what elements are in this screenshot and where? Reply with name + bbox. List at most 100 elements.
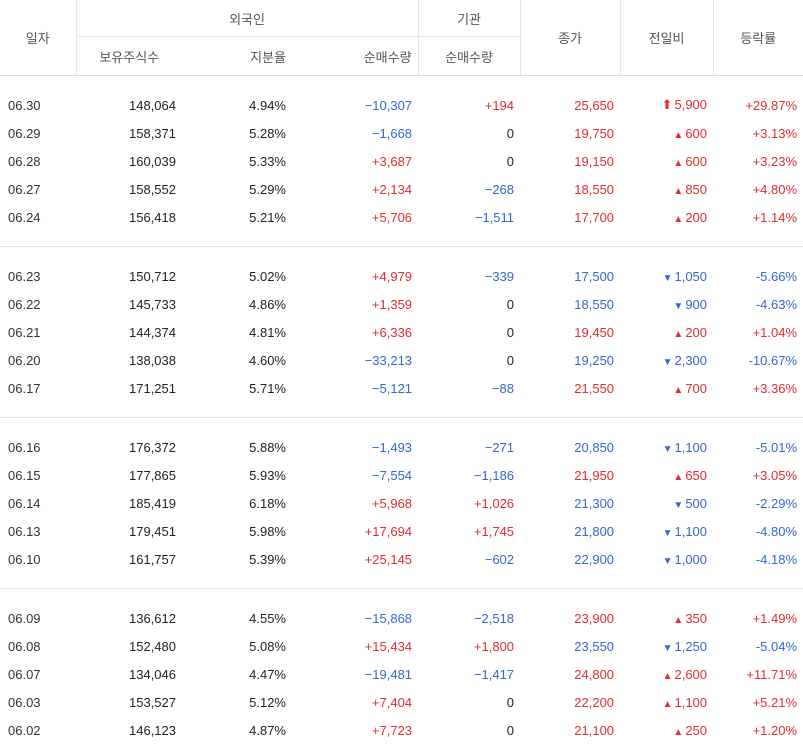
holdings-header: 보유주식수 xyxy=(76,37,182,76)
inst-net-cell: 0 xyxy=(418,290,520,318)
inst-net-cell: −602 xyxy=(418,545,520,573)
foreign-net-cell: +2,134 xyxy=(292,175,418,203)
change-value: 850 xyxy=(685,182,707,197)
change-value: 200 xyxy=(685,210,707,225)
date-cell: 06.13 xyxy=(0,517,76,545)
rate-cell: +5.21% xyxy=(713,688,803,716)
change-cell: ▲200 xyxy=(620,203,713,231)
holdings-cell: 134,046 xyxy=(76,660,182,688)
holdings-cell: 156,418 xyxy=(76,203,182,231)
inst-net-cell: 0 xyxy=(418,119,520,147)
inst-net-cell: +1,800 xyxy=(418,632,520,660)
ratio-cell: 4.81% xyxy=(182,318,292,346)
change-value: 1,250 xyxy=(674,639,707,654)
change-value: 2,600 xyxy=(674,667,707,682)
down-triangle-icon: ▼ xyxy=(663,528,673,539)
inst-net-cell: −1,186 xyxy=(418,461,520,489)
row-spacer xyxy=(0,589,803,604)
down-triangle-icon: ▼ xyxy=(663,444,673,455)
holdings-cell: 150,712 xyxy=(76,262,182,290)
change-value: 700 xyxy=(685,381,707,396)
up-triangle-icon: ▲ xyxy=(673,130,683,141)
row-spacer xyxy=(0,247,803,262)
up-triangle-icon: ▲ xyxy=(663,699,673,710)
inst-net-cell: −268 xyxy=(418,175,520,203)
up-triangle-icon: ▲ xyxy=(673,329,683,340)
rate-cell: +3.05% xyxy=(713,461,803,489)
inst-net-cell: −271 xyxy=(418,433,520,461)
close-header: 종가 xyxy=(520,0,620,76)
date-cell: 06.14 xyxy=(0,489,76,517)
up-triangle-icon: ▲ xyxy=(673,615,683,626)
ratio-header: 지분율 xyxy=(182,37,292,76)
change-value: 1,000 xyxy=(674,552,707,567)
close-cell: 23,550 xyxy=(520,632,620,660)
inst-net-cell: 0 xyxy=(418,688,520,716)
ratio-cell: 5.08% xyxy=(182,632,292,660)
rate-cell: -10.67% xyxy=(713,346,803,374)
ratio-cell: 5.21% xyxy=(182,203,292,231)
inst-net-cell: −1,417 xyxy=(418,660,520,688)
change-value: 2,300 xyxy=(674,353,707,368)
close-cell: 19,750 xyxy=(520,119,620,147)
holdings-cell: 152,480 xyxy=(76,632,182,660)
holdings-cell: 161,757 xyxy=(76,545,182,573)
change-cell: ▲2,600 xyxy=(620,660,713,688)
down-triangle-icon: ▼ xyxy=(673,301,683,312)
ratio-cell: 5.93% xyxy=(182,461,292,489)
date-cell: 06.22 xyxy=(0,290,76,318)
close-cell: 22,900 xyxy=(520,545,620,573)
ratio-cell: 4.87% xyxy=(182,716,292,744)
date-header: 일자 xyxy=(0,0,76,76)
close-cell: 25,650 xyxy=(520,91,620,119)
ratio-cell: 4.55% xyxy=(182,604,292,632)
date-cell: 06.30 xyxy=(0,91,76,119)
change-cell: ▲600 xyxy=(620,119,713,147)
down-triangle-icon: ▼ xyxy=(663,357,673,368)
change-value: 650 xyxy=(685,468,707,483)
holdings-cell: 179,451 xyxy=(76,517,182,545)
rate-cell: -4.18% xyxy=(713,545,803,573)
change-cell: ▲1,100 xyxy=(620,688,713,716)
upper-limit-arrow-icon: ⬆ xyxy=(662,97,673,112)
inst-net-cell: −88 xyxy=(418,374,520,402)
foreign-net-cell: −5,121 xyxy=(292,374,418,402)
close-cell: 19,450 xyxy=(520,318,620,346)
ratio-cell: 5.29% xyxy=(182,175,292,203)
foreign-net-cell: −1,668 xyxy=(292,119,418,147)
change-cell: ▲650 xyxy=(620,461,713,489)
ratio-cell: 5.88% xyxy=(182,433,292,461)
rate-cell: +1.04% xyxy=(713,318,803,346)
close-cell: 21,550 xyxy=(520,374,620,402)
foreign-net-cell: +7,404 xyxy=(292,688,418,716)
close-cell: 17,700 xyxy=(520,203,620,231)
inst-net-cell: 0 xyxy=(418,318,520,346)
row-spacer xyxy=(0,402,803,418)
foreign-net-cell: −15,868 xyxy=(292,604,418,632)
rate-cell: -4.63% xyxy=(713,290,803,318)
holdings-cell: 136,612 xyxy=(76,604,182,632)
holdings-cell: 185,419 xyxy=(76,489,182,517)
date-cell: 06.17 xyxy=(0,374,76,402)
inst-net-cell: +1,745 xyxy=(418,517,520,545)
change-value: 1,050 xyxy=(674,269,707,284)
date-cell: 06.24 xyxy=(0,203,76,231)
ratio-cell: 4.47% xyxy=(182,660,292,688)
close-cell: 19,150 xyxy=(520,147,620,175)
up-triangle-icon: ▲ xyxy=(673,727,683,738)
change-value: 900 xyxy=(685,297,707,312)
close-cell: 19,250 xyxy=(520,346,620,374)
close-cell: 21,800 xyxy=(520,517,620,545)
change-cell: ▲250 xyxy=(620,716,713,744)
inst-net-cell: −339 xyxy=(418,262,520,290)
foreign-net-cell: +1,359 xyxy=(292,290,418,318)
